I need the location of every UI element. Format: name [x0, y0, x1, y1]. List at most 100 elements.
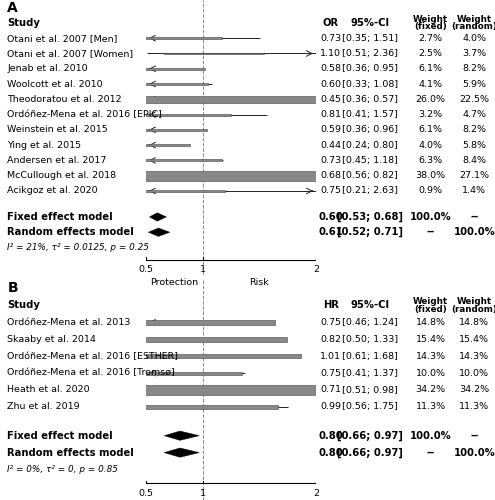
Bar: [131, 114, 232, 116]
Text: 38.0%: 38.0%: [416, 171, 446, 180]
Text: (random): (random): [451, 22, 495, 31]
Text: --: --: [470, 430, 478, 440]
Text: [0.35; 1.51]: [0.35; 1.51]: [342, 34, 398, 42]
Text: [0.53; 0.68]: [0.53; 0.68]: [337, 212, 403, 222]
Text: Random effects model: Random effects model: [7, 227, 134, 237]
Text: 4.0%: 4.0%: [462, 34, 486, 42]
Bar: [106, 372, 243, 374]
Text: 27.1%: 27.1%: [459, 171, 489, 180]
Text: OR: OR: [323, 18, 339, 28]
Bar: [122, 160, 222, 162]
Text: Protection: Protection: [150, 278, 198, 287]
Polygon shape: [149, 212, 166, 221]
Text: 1.01: 1.01: [320, 352, 341, 360]
Text: Random effects model: Random effects model: [7, 448, 134, 458]
Text: Weinstein et al. 2015: Weinstein et al. 2015: [7, 126, 108, 134]
Text: [0.50; 1.33]: [0.50; 1.33]: [342, 334, 398, 344]
Text: 0.80: 0.80: [318, 430, 343, 440]
Text: 0.82: 0.82: [320, 334, 341, 344]
Text: Weight: Weight: [413, 14, 448, 24]
Text: Otani et al. 2007 [Women]: Otani et al. 2007 [Women]: [7, 49, 134, 58]
Text: 0.61: 0.61: [318, 227, 343, 237]
Text: Fixed effect model: Fixed effect model: [7, 430, 113, 440]
Text: [0.46; 1.24]: [0.46; 1.24]: [343, 318, 398, 327]
Text: I² = 21%, τ² = 0.0125, p = 0.25: I² = 21%, τ² = 0.0125, p = 0.25: [7, 243, 149, 252]
Bar: [125, 405, 279, 408]
Text: 0.80: 0.80: [318, 448, 343, 458]
Bar: [107, 83, 208, 85]
Text: 0.75: 0.75: [320, 368, 341, 378]
Text: 100.0%: 100.0%: [410, 430, 451, 440]
Text: 0.60: 0.60: [318, 212, 343, 222]
Bar: [106, 129, 206, 131]
Text: 14.8%: 14.8%: [459, 318, 489, 327]
Bar: [77, 337, 287, 342]
Text: 26.0%: 26.0%: [416, 95, 446, 104]
Text: Otani et al. 2007 [Men]: Otani et al. 2007 [Men]: [7, 34, 118, 42]
Text: 0.5: 0.5: [139, 489, 153, 498]
Text: 11.3%: 11.3%: [459, 402, 489, 411]
Text: 0.5: 0.5: [139, 265, 153, 274]
Text: Ying et al. 2015: Ying et al. 2015: [7, 140, 82, 149]
Text: 34.2%: 34.2%: [459, 386, 489, 394]
Text: [0.51; 0.98]: [0.51; 0.98]: [343, 386, 398, 394]
Text: 0.73: 0.73: [320, 156, 341, 165]
Text: 8.2%: 8.2%: [462, 64, 486, 73]
Text: (fixed): (fixed): [414, 22, 447, 31]
Text: 6.3%: 6.3%: [419, 156, 443, 165]
Text: (fixed): (fixed): [414, 305, 447, 314]
Text: A: A: [7, 0, 18, 14]
Text: [0.66; 0.97]: [0.66; 0.97]: [337, 430, 403, 441]
Text: Weight: Weight: [457, 296, 492, 306]
Text: Jenab et al. 2010: Jenab et al. 2010: [7, 64, 88, 73]
Bar: [164, 52, 264, 54]
Text: 10.0%: 10.0%: [416, 368, 446, 378]
Bar: [0, 96, 337, 103]
Polygon shape: [164, 431, 199, 440]
Text: Fixed effect model: Fixed effect model: [7, 212, 113, 222]
Text: 2: 2: [313, 265, 319, 274]
Text: 4.1%: 4.1%: [419, 80, 443, 88]
Polygon shape: [164, 448, 199, 458]
Text: 5.8%: 5.8%: [462, 140, 486, 149]
Text: [0.52; 0.71]: [0.52; 0.71]: [337, 227, 403, 237]
Text: 0.58: 0.58: [320, 64, 341, 73]
Text: Weight: Weight: [413, 296, 448, 306]
Text: 0.60: 0.60: [320, 80, 341, 88]
Text: 95%-CI: 95%-CI: [350, 18, 390, 28]
Text: 14.3%: 14.3%: [459, 352, 489, 360]
Text: Ordóñez-Mena et al. 2013: Ordóñez-Mena et al. 2013: [7, 318, 131, 327]
Text: Ordóñez-Mena et al. 2016 [Tromsø]: Ordóñez-Mena et al. 2016 [Tromsø]: [7, 368, 175, 378]
Text: 34.2%: 34.2%: [416, 386, 446, 394]
Text: 1.4%: 1.4%: [462, 186, 486, 196]
Text: --: --: [427, 227, 435, 237]
Text: 8.2%: 8.2%: [462, 126, 486, 134]
Text: Weight: Weight: [457, 14, 492, 24]
Text: 0.59: 0.59: [320, 126, 341, 134]
Text: Andersen et al. 2017: Andersen et al. 2017: [7, 156, 107, 165]
Text: 3.2%: 3.2%: [419, 110, 443, 119]
Text: [0.21; 2.63]: [0.21; 2.63]: [342, 186, 398, 196]
Text: [0.45; 1.18]: [0.45; 1.18]: [343, 156, 398, 165]
Text: --: --: [427, 448, 435, 458]
Text: [0.66; 0.97]: [0.66; 0.97]: [337, 448, 403, 458]
Text: [0.24; 0.80]: [0.24; 0.80]: [343, 140, 398, 149]
Text: [0.41; 1.57]: [0.41; 1.57]: [343, 110, 398, 119]
Text: 3.7%: 3.7%: [462, 49, 486, 58]
Bar: [106, 354, 301, 358]
Text: 15.4%: 15.4%: [459, 334, 489, 344]
Text: [0.36; 0.57]: [0.36; 0.57]: [342, 95, 398, 104]
Text: 11.3%: 11.3%: [416, 402, 446, 411]
Text: [0.56; 1.75]: [0.56; 1.75]: [343, 402, 398, 411]
Text: 5.9%: 5.9%: [462, 80, 486, 88]
Bar: [105, 68, 205, 70]
Text: Skaaby et al. 2014: Skaaby et al. 2014: [7, 334, 97, 344]
Text: McCullough et al. 2018: McCullough et al. 2018: [7, 171, 116, 180]
Text: Risk: Risk: [249, 278, 269, 287]
Text: Woolcott et al. 2010: Woolcott et al. 2010: [7, 80, 103, 88]
Text: 1: 1: [199, 489, 205, 498]
Text: 15.4%: 15.4%: [416, 334, 446, 344]
Text: 0.99: 0.99: [320, 402, 341, 411]
Polygon shape: [148, 228, 170, 236]
Text: 0.71: 0.71: [320, 386, 341, 394]
